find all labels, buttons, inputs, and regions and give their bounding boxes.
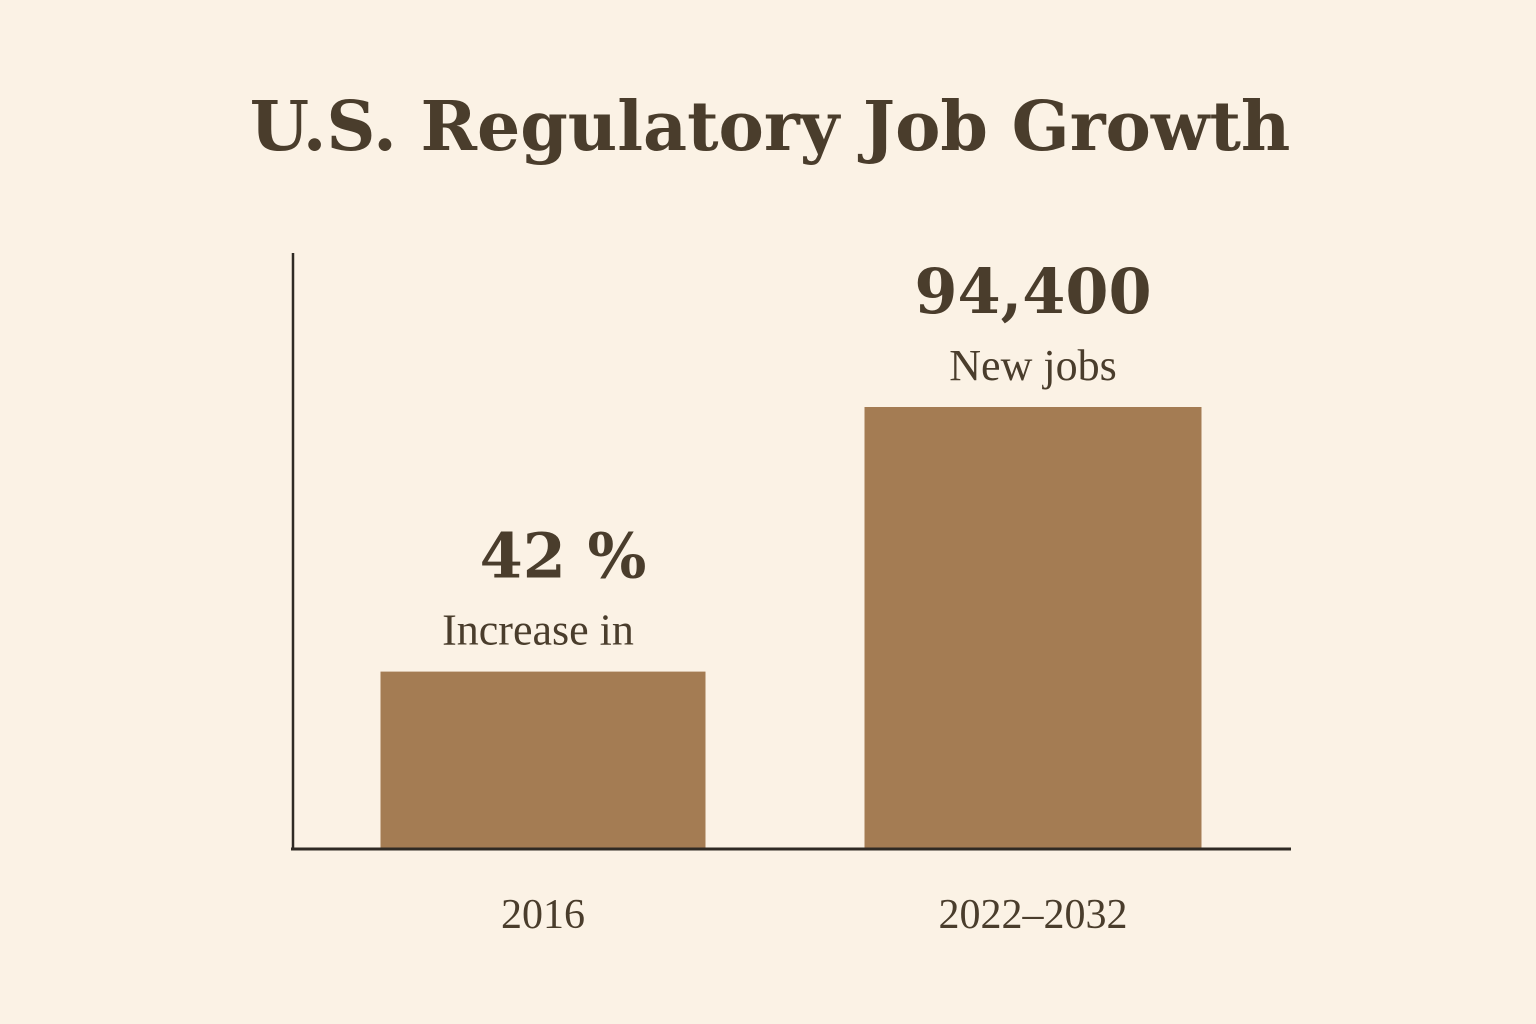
labels-layer: 42 % Increase in 2016 94,400 New jobs 2022–20… [442, 255, 1152, 938]
tick-label-1: 2022–2032 [939, 892, 1128, 938]
tick-label-0: 2016 [501, 892, 585, 938]
value-label-0: 42 % [480, 520, 647, 593]
value-label-1: 94,400 [914, 255, 1151, 328]
chart-title: U.S. Regulatory Job Growth [250, 87, 1291, 167]
caption-label-1: New jobs [949, 341, 1116, 390]
bar-0 [380, 671, 706, 848]
bars-layer [380, 407, 1202, 848]
caption-label-0: Increase in [442, 606, 634, 655]
bar-1 [864, 407, 1202, 848]
